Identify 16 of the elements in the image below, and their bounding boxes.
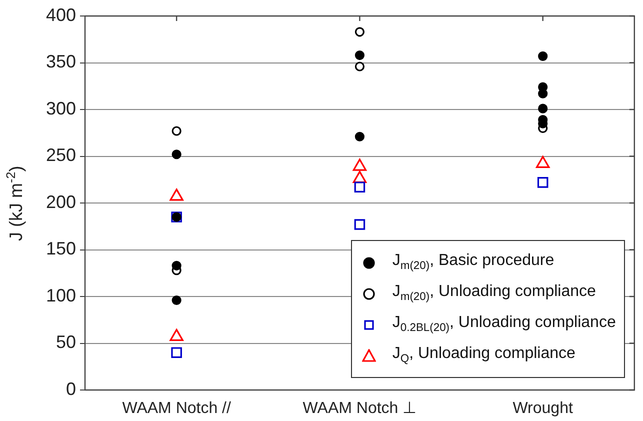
y-tick-label: 50 — [56, 332, 76, 352]
x-tick-label: WAAM Notch ⊥ — [302, 400, 417, 418]
legend-label: J$_{m(20)}$, Unloading compliance — [392, 283, 596, 304]
legend-label: J$_{0.2BL(20)}$, Unloading compliance — [392, 314, 616, 335]
y-tick-label: 300 — [46, 98, 76, 118]
y-tick-label: 150 — [46, 238, 76, 259]
legend-label: J$_{m(20)}$, Basic procedure — [392, 252, 554, 273]
y-tick-label: 200 — [46, 192, 76, 212]
x-tick-label: WAAM Notch // — [122, 400, 232, 418]
legend-label: J$_{Q}$, Unloading compliance — [392, 345, 576, 366]
y-tick-label: 250 — [46, 145, 76, 166]
y-tick-label: 100 — [46, 285, 76, 306]
y-tick-label: 0 — [66, 378, 76, 399]
y-tick-label: 350 — [46, 52, 76, 72]
x-tick-label: Wrought — [512, 400, 574, 418]
y-tick-label: 400 — [46, 4, 76, 25]
